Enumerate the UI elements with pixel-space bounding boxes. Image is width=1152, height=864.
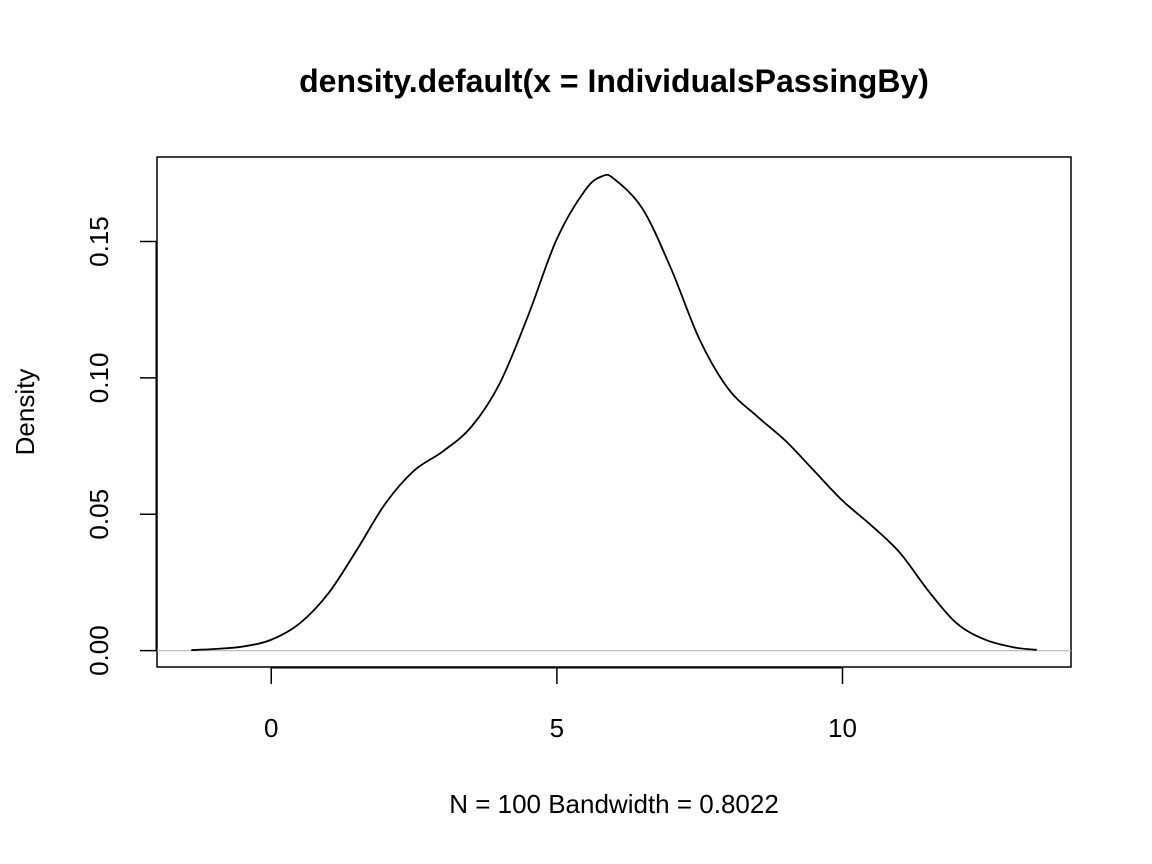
x-tick-label: 5	[550, 713, 564, 743]
y-axis: 0.00 0.05 0.10 0.15	[84, 216, 157, 676]
chart-title: density.default(x = IndividualsPassingBy…	[299, 63, 929, 99]
y-axis-label: Density	[10, 369, 40, 456]
density-line	[191, 173, 1037, 651]
y-tick-label: 0.05	[84, 489, 114, 540]
y-tick-label: 0.10	[84, 353, 114, 404]
x-tick-label: 10	[828, 713, 857, 743]
x-axis-label: N = 100 Bandwidth = 0.8022	[449, 789, 779, 819]
y-tick-label: 0.15	[84, 216, 114, 267]
plot-frame	[156, 156, 1072, 668]
x-axis: 0 5 10	[264, 667, 857, 743]
y-tick-label: 0.00	[84, 625, 114, 676]
x-tick-label: 0	[264, 713, 278, 743]
